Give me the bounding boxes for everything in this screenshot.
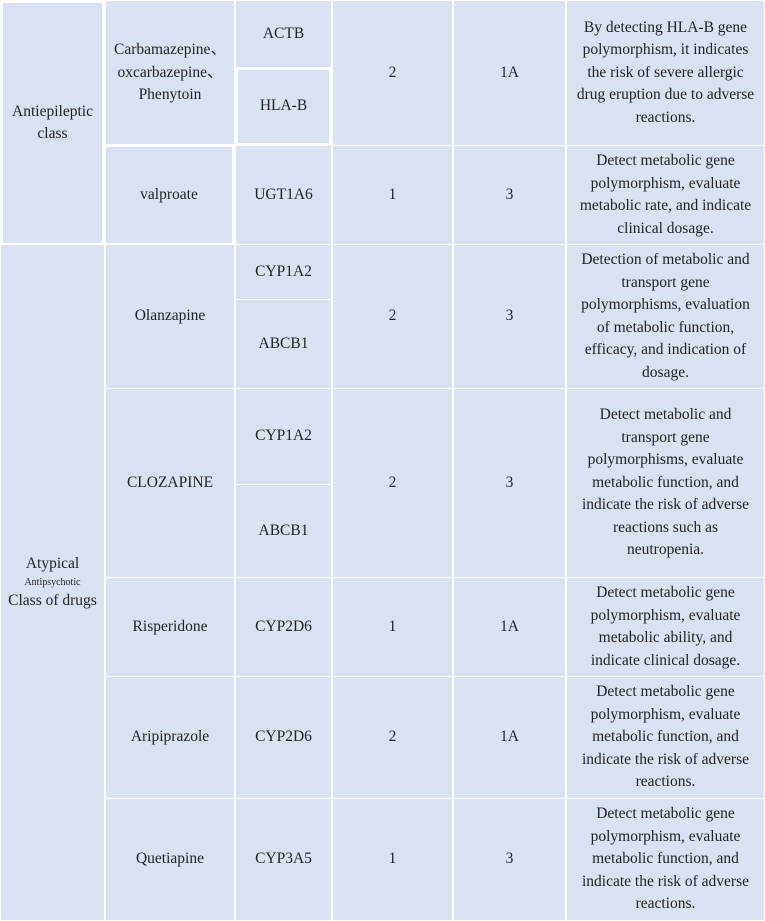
gene-count-cell: 1 <box>332 577 453 677</box>
evidence-level-cell: 3 <box>453 145 566 245</box>
gene-count-cell: 1 <box>332 145 453 245</box>
drug-name: Carbamazepine、oxcarbazepine、Phenytoin <box>114 41 226 104</box>
drug-name-cell: Olanzapine <box>105 244 235 389</box>
drug-name-cell: Carbamazepine、oxcarbazepine、Phenytoin <box>105 0 235 146</box>
drug-class-label: Class of drugs <box>8 591 97 609</box>
gene-cell: ABCB1 <box>235 299 332 389</box>
drug-class-label: Atypical <box>25 555 80 572</box>
gene-cell: CYP3A5 <box>235 798 332 921</box>
gene-cell: CYP1A2 <box>235 244 332 300</box>
description-cell: By detecting HLA-B gene polymorphism, it… <box>566 0 765 146</box>
evidence-level-cell: 1A <box>453 676 566 799</box>
evidence-level-cell: 3 <box>453 244 566 389</box>
drug-name-cell: CLOZAPINE <box>105 388 235 578</box>
gene-cell: CYP2D6 <box>235 577 332 677</box>
description-cell: Detect metabolic gene polymorphism, eval… <box>566 676 765 799</box>
gene-cell: ACTB <box>235 0 332 68</box>
gene-cell: HLA-B <box>235 67 332 146</box>
gene-count-cell: 1 <box>332 798 453 921</box>
evidence-level-cell: 3 <box>453 388 566 578</box>
gene-count-cell: 2 <box>332 388 453 578</box>
gene-cell: ABCB1 <box>235 484 332 578</box>
description-cell: Detect metabolic gene polymorphism, eval… <box>566 145 765 245</box>
description-cell: Detect metabolic and transport gene poly… <box>566 388 765 578</box>
drug-name-cell: Aripiprazole <box>105 676 235 799</box>
drug-class-cell: Antiepileptic class <box>0 0 105 246</box>
evidence-level-cell: 1A <box>453 577 566 677</box>
description-cell: Detect metabolic gene polymorphism, eval… <box>566 798 765 921</box>
gene-count-cell: 2 <box>332 244 453 389</box>
gene-cell: CYP2D6 <box>235 676 332 799</box>
drug-class-label: Antipsychotic <box>24 576 81 588</box>
gene-cell: CYP1A2 <box>235 388 332 485</box>
drug-class-cell: Atypical Antipsychotic Class of drugs <box>0 244 105 921</box>
drug-name-cell: valproate <box>103 144 235 246</box>
drug-name-cell: Quetiapine <box>105 798 235 921</box>
drug-name-cell: Risperidone <box>105 577 235 677</box>
gene-count-cell: 2 <box>332 0 453 146</box>
gene-count-cell: 2 <box>332 676 453 799</box>
description-cell: Detection of metabolic and transport gen… <box>566 244 765 389</box>
drug-class-label: Antiepileptic class <box>12 102 93 143</box>
description-cell: Detect metabolic gene polymorphism, eval… <box>566 577 765 677</box>
evidence-level-cell: 1A <box>453 0 566 146</box>
gene-cell: UGT1A6 <box>235 145 332 245</box>
evidence-level-cell: 3 <box>453 798 566 921</box>
